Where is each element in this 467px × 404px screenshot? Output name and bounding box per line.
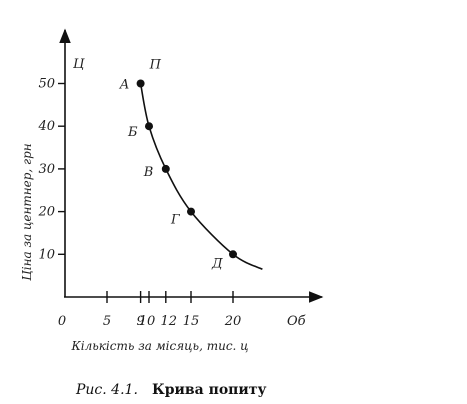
x-tick-label: 15 xyxy=(183,314,200,329)
data-point xyxy=(161,164,170,173)
curve-label: П xyxy=(149,58,162,73)
data-point xyxy=(187,207,195,216)
y-axis-title: Ціна за центнер, грн xyxy=(20,143,34,281)
y-axis-letter: Ц xyxy=(73,57,85,72)
y-tick-group: 10 20 30 40 50 xyxy=(37,77,65,262)
x-tick-group: 0 5 910 12 15 20 xyxy=(58,291,241,329)
y-tick-label: 40 xyxy=(37,119,55,134)
y-tick-label: 10 xyxy=(38,247,55,262)
y-tick-label: 20 xyxy=(37,205,55,220)
x-tick-label: 5 xyxy=(103,314,111,329)
demand-curve-line xyxy=(139,83,263,270)
data-point-label: В xyxy=(143,165,154,180)
figure-caption-number: Рис. 4.1. xyxy=(75,382,138,398)
data-point-label: Б xyxy=(127,125,138,140)
data-point xyxy=(229,250,237,259)
x-axis-title: Кількість за місяць, тис. ц xyxy=(70,339,248,353)
data-point-label: Г xyxy=(170,213,180,228)
y-tick-label: 50 xyxy=(38,77,55,92)
x-tick-label: 12 xyxy=(161,314,178,329)
y-tick-label: 30 xyxy=(38,162,55,177)
data-point xyxy=(145,122,153,131)
data-point-label: Д xyxy=(211,256,223,271)
data-points-group: А Б В Г Д xyxy=(119,78,237,271)
figure-caption-title: Крива попиту xyxy=(152,382,266,398)
x-tick-label: 10 xyxy=(139,314,156,329)
x-tick-label: 9 xyxy=(136,314,144,329)
data-point-label: А xyxy=(119,78,130,93)
data-point xyxy=(136,79,145,88)
x-axis-letter: Об xyxy=(287,314,306,329)
x-tick-label: 0 xyxy=(58,314,66,329)
x-tick-label: 20 xyxy=(224,314,242,329)
